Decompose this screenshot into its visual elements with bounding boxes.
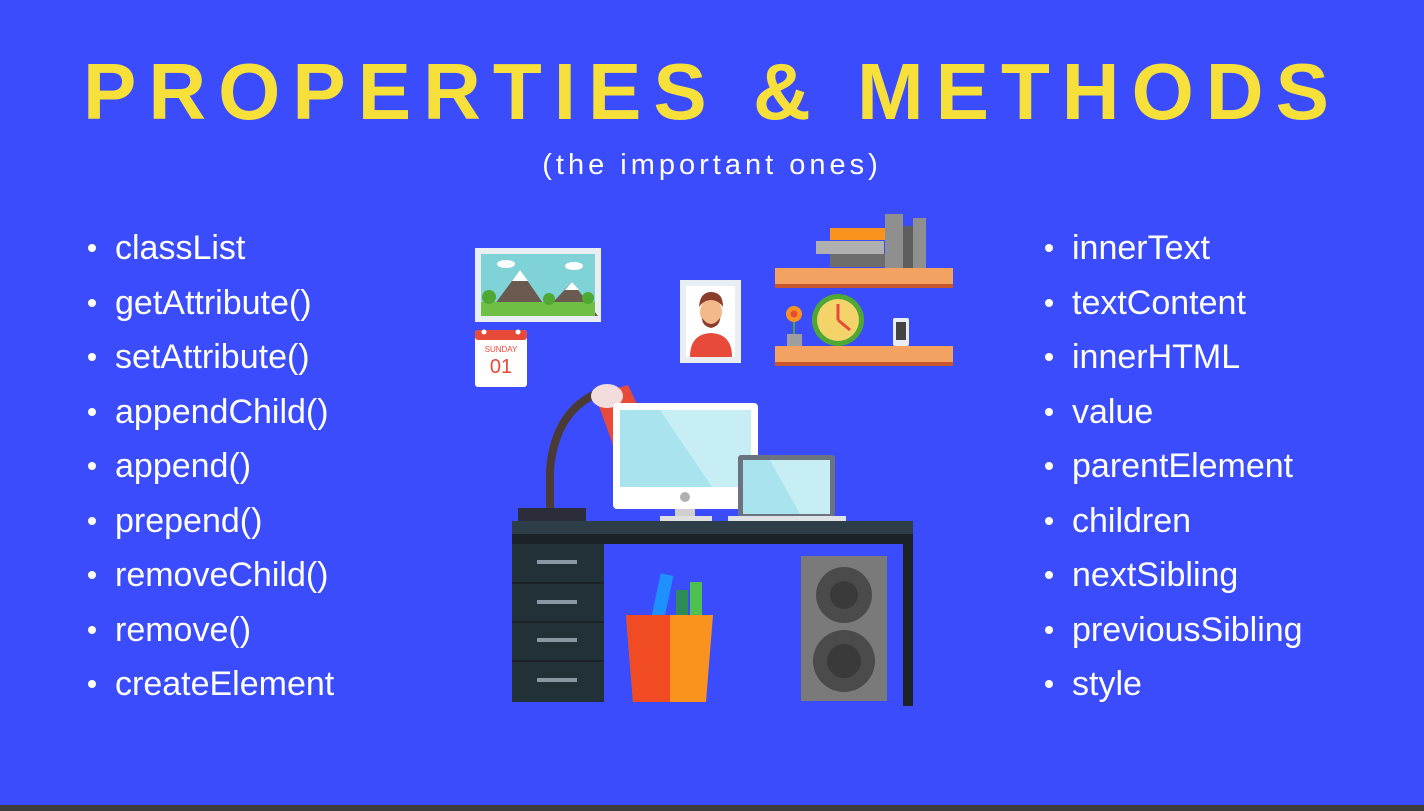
list-item-label: value (1072, 392, 1154, 431)
list-item: removeChild() (88, 553, 334, 608)
list-item: innerHTML (1045, 335, 1303, 390)
speaker-icon (801, 556, 887, 701)
list-item-label: append() (115, 447, 252, 485)
bullet-icon (88, 571, 96, 579)
list-item: prepend() (88, 499, 334, 554)
list-item: parentElement (1045, 444, 1303, 499)
bullet-icon (1045, 625, 1053, 634)
calendar-date: 01 (490, 356, 512, 378)
list-item-label: parentElement (1072, 447, 1294, 485)
laptop-icon (728, 455, 846, 522)
list-item: value (1045, 390, 1303, 445)
list-item-label: appendChild() (115, 392, 329, 431)
monitor-icon (613, 403, 758, 521)
pencil-holder-icon (626, 573, 713, 702)
bullet-icon (88, 462, 96, 470)
list-item-label: createElement (115, 665, 335, 703)
list-item-label: nextSibling (1072, 556, 1239, 594)
bookshelf-icon (775, 214, 953, 288)
slide-title: PROPERTIES & METHODS (83, 47, 1341, 136)
calendar-icon: SUNDAY 01 (475, 329, 527, 387)
list-item-label: style (1072, 665, 1142, 703)
list-item-label: innerHTML (1072, 338, 1241, 376)
bullet-icon (88, 516, 96, 525)
list-item: remove() (88, 608, 334, 663)
desk-icon (512, 521, 913, 706)
list-item: appendChild() (88, 390, 334, 445)
list-item-label: previousSibling (1072, 610, 1303, 649)
list-item: getAttribute() (88, 281, 334, 336)
list-item-label: children (1072, 501, 1192, 540)
list-item-label: setAttribute() (115, 338, 310, 376)
list-item: children (1045, 499, 1303, 554)
bullet-icon (88, 298, 96, 307)
wall-shelf-icon (775, 346, 953, 366)
list-item: textContent (1045, 281, 1303, 336)
list-item: nextSibling (1045, 553, 1303, 608)
list-item: previousSibling (1045, 608, 1303, 663)
desk-illustration: SUNDAY 01 (475, 214, 953, 706)
slide-subtitle: (the important ones) (542, 149, 882, 181)
bullet-icon (88, 244, 96, 252)
list-item-label: innerText (1072, 229, 1210, 267)
properties-list: innerText textContent innerHTML value pa… (1045, 226, 1303, 717)
calendar-day: SUNDAY (485, 345, 518, 354)
bullet-icon (1045, 407, 1053, 416)
bullet-icon (88, 353, 96, 361)
list-item-label: textContent (1072, 283, 1246, 322)
bullet-icon (1045, 353, 1053, 361)
bullet-icon (1045, 680, 1053, 688)
clock-icon (812, 294, 864, 346)
bullet-icon (1045, 244, 1053, 252)
list-item: setAttribute() (88, 335, 334, 390)
bullet-icon (1045, 571, 1053, 579)
list-item-label: classList (115, 229, 246, 267)
bullet-icon (88, 625, 96, 634)
list-item-label: remove() (115, 610, 252, 649)
list-item-label: removeChild() (115, 556, 329, 594)
bullet-icon (1045, 516, 1053, 525)
flower-icon (786, 306, 802, 346)
portrait-picture-icon (680, 280, 741, 363)
bullet-icon (1045, 462, 1053, 470)
list-item: append() (88, 444, 334, 499)
bullet-icon (1045, 298, 1053, 307)
bullet-icon (88, 407, 96, 416)
bullet-icon (88, 680, 96, 688)
list-item-label: getAttribute() (115, 283, 312, 322)
list-item: innerText (1045, 226, 1303, 281)
landscape-picture-icon (475, 248, 601, 322)
list-item: classList (88, 226, 334, 281)
list-item: createElement (88, 662, 334, 717)
list-item: style (1045, 662, 1303, 717)
list-item-label: prepend() (115, 501, 263, 540)
bottom-bar (0, 805, 1424, 811)
methods-list: classList getAttribute() setAttribute() … (88, 226, 334, 717)
phone-icon (893, 318, 909, 346)
